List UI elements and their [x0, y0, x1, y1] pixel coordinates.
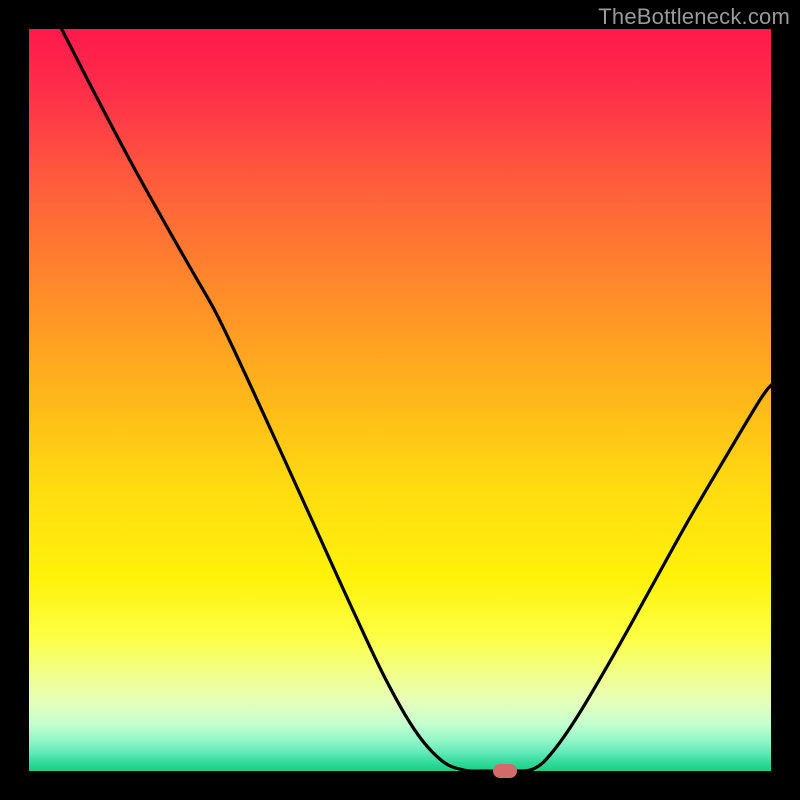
watermark-text: TheBottleneck.com: [598, 4, 790, 30]
bottleneck-curve: [29, 29, 771, 771]
chart-frame: TheBottleneck.com: [0, 0, 800, 800]
optimal-point-marker: [493, 764, 517, 778]
plot-area: [29, 29, 771, 771]
